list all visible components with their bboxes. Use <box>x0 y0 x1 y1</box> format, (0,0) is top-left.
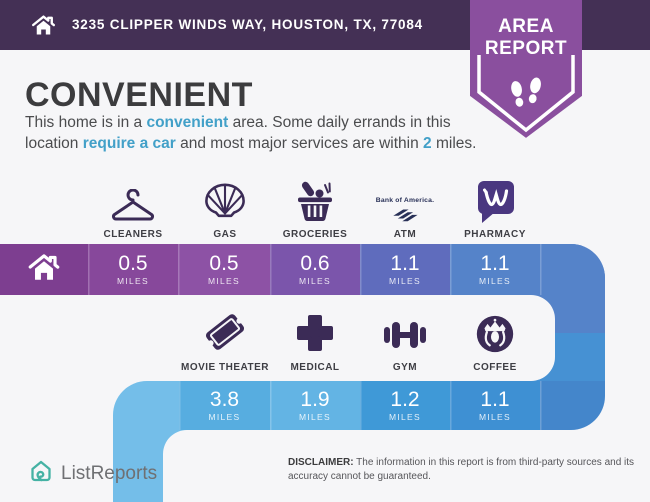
amenity-movie-theater: MOVIE THEATER <box>167 308 283 373</box>
amenity-label: ATM <box>393 229 417 240</box>
connector-right-bottom <box>555 333 605 381</box>
badge-inner-outline <box>477 55 575 133</box>
distance-segment-gas: 0.5 MILES <box>178 244 270 295</box>
distance-value: 0.5 <box>118 252 148 275</box>
amenity-atm: Bank of America. ATM <box>360 175 450 240</box>
connector-right-top <box>555 244 605 333</box>
hanger-icon <box>88 175 178 223</box>
bar-turn-filler <box>540 381 605 430</box>
distance-unit: MILES <box>388 412 421 422</box>
ticket-icon <box>167 308 283 356</box>
medical-cross-icon <box>270 308 360 356</box>
distance-value: 0.5 <box>209 252 239 275</box>
badge-line2: REPORT <box>484 38 568 59</box>
amenity-label: COFFEE <box>473 362 517 373</box>
inner-corner <box>531 357 555 381</box>
distance-value: 1.1 <box>390 252 420 275</box>
connector-left <box>113 430 163 502</box>
intro-paragraph: This home is in a convenient area. Some … <box>25 112 480 154</box>
bar-turn-start <box>113 381 179 430</box>
walgreens-icon <box>450 175 540 223</box>
dumbbell-icon <box>360 308 450 356</box>
distance-unit: MILES <box>207 276 240 286</box>
home-icon <box>26 250 62 289</box>
distance-value: 1.9 <box>300 388 330 411</box>
listreports-house-icon <box>28 458 54 489</box>
distance-unit: MILES <box>388 276 421 286</box>
distance-value: 1.2 <box>390 388 420 411</box>
distance-segment-cleaners: 0.5 MILES <box>88 244 178 295</box>
amenity-cleaners: CLEANERS <box>88 175 178 240</box>
amenity-pharmacy: PHARMACY <box>450 175 540 240</box>
listreports-logo: ListReports <box>28 458 157 489</box>
area-report-badge: AREA REPORT <box>470 0 582 138</box>
brand-name: ListReports <box>61 462 158 484</box>
bank-of-america-icon: Bank of America. <box>360 175 450 223</box>
amenity-label: PHARMACY <box>464 229 526 240</box>
starbucks-icon <box>450 308 540 356</box>
disclaimer-label: DISCLAIMER: <box>288 457 354 468</box>
distance-value: 1.1 <box>480 388 510 411</box>
distance-segment-groceries: 0.6 MILES <box>270 244 360 295</box>
badge-line1: AREA <box>498 16 554 37</box>
amenity-label: CLEANERS <box>103 229 163 240</box>
accent-text-require-a-car: require a car <box>82 135 176 152</box>
distance-segment-medical: 1.9 MILES <box>270 381 360 430</box>
disclaimer: DISCLAIMER: The information in this repo… <box>288 456 640 484</box>
amenity-gas: GAS <box>180 175 270 240</box>
distance-value: 0.6 <box>300 252 330 275</box>
distance-bar-row2: 3.8 MILES 1.9 MILES 1.2 MILES 1.1 MILES <box>113 381 605 430</box>
distance-unit: MILES <box>478 412 511 422</box>
accent-text-2: 2 <box>423 135 432 152</box>
amenity-label: MOVIE THEATER <box>181 362 269 373</box>
amenity-label: GROCERIES <box>282 229 348 240</box>
amenity-label: GAS <box>213 229 237 240</box>
inner-corner <box>163 430 187 454</box>
intro-text: area. Some daily errands in this locatio… <box>25 114 451 152</box>
inner-corner <box>531 295 555 319</box>
shell-logo-icon <box>180 175 270 223</box>
disclaimer-text: The information in this report is from t… <box>288 457 635 482</box>
accent-text-convenient: convenient <box>146 114 229 131</box>
distance-value: 3.8 <box>209 388 240 411</box>
amenity-label: GYM <box>392 362 418 373</box>
distance-segment-atm: 1.1 MILES <box>360 244 450 295</box>
amenity-medical: MEDICAL <box>270 308 360 373</box>
distance-unit: MILES <box>208 412 241 422</box>
intro-text: miles. <box>431 135 477 152</box>
grocery-basket-icon <box>270 175 360 223</box>
distance-unit: MILES <box>478 276 511 286</box>
amenity-gym: GYM <box>360 308 450 373</box>
distance-unit: MILES <box>298 276 331 286</box>
distance-unit: MILES <box>298 412 331 422</box>
distance-unit: MILES <box>116 276 149 286</box>
distance-segment-gym: 1.2 MILES <box>360 381 450 430</box>
distance-segment-movie-theater: 3.8 MILES <box>179 381 270 430</box>
intro-text: and most major services are within <box>175 135 424 152</box>
distance-bar-row1: 0.5 MILES 0.5 MILES 0.6 MILES 1.1 MILES … <box>0 244 605 295</box>
address-text: 3235 CLIPPER WINDS WAY, HOUSTON, TX, 770… <box>72 17 423 32</box>
amenity-groceries: GROCERIES <box>270 175 360 240</box>
distance-segment-coffee: 1.1 MILES <box>450 381 540 430</box>
page-title: CONVENIENT <box>25 76 253 114</box>
amenity-label: MEDICAL <box>290 362 340 373</box>
bank-of-america-wordmark: Bank of America. <box>375 197 435 204</box>
distance-segment-pharmacy: 1.1 MILES <box>450 244 540 295</box>
distance-value: 1.1 <box>480 252 510 275</box>
intro-text: This home is in a <box>25 114 147 131</box>
amenity-coffee: COFFEE <box>450 308 540 373</box>
footprints-icon <box>503 76 549 115</box>
home-block <box>0 244 88 295</box>
connector-right <box>555 244 605 381</box>
home-icon <box>30 12 57 43</box>
